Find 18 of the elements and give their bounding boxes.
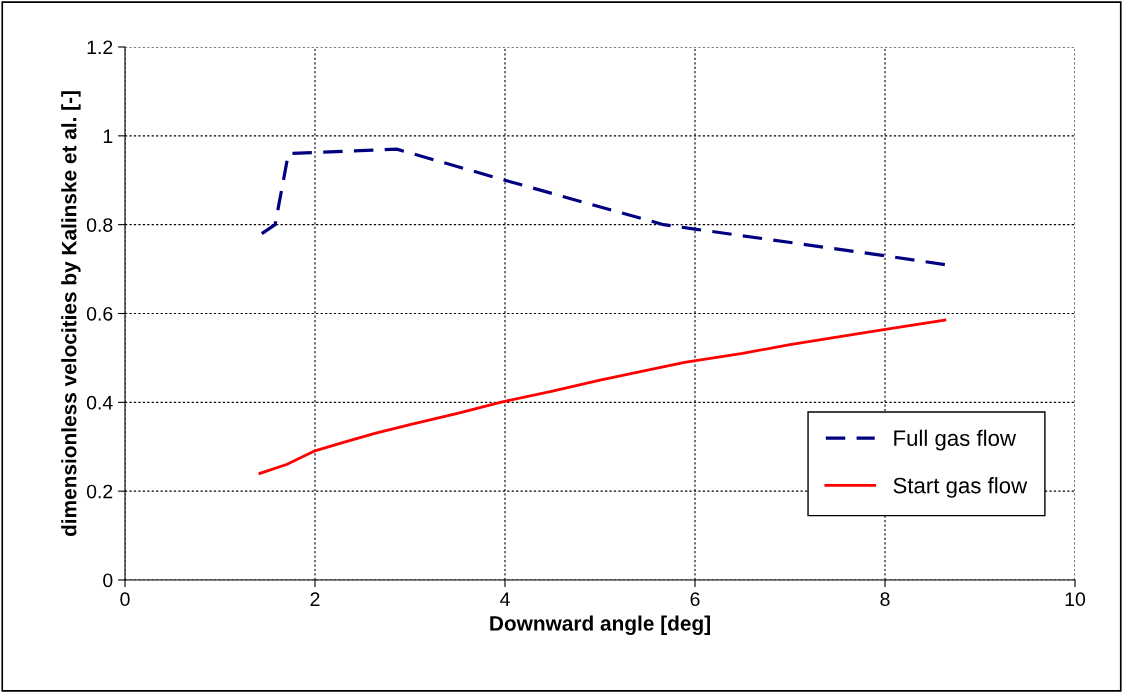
y-tick-label: 0.6	[86, 306, 113, 321]
x-tick-label: 4	[500, 592, 510, 606]
x-tick-label: 0	[120, 592, 130, 607]
y-tick-label: 1.2	[87, 40, 113, 55]
line-series	[260, 147, 947, 267]
y-tick-label: 0.4	[86, 395, 113, 410]
y-tick-label: 0	[103, 573, 113, 588]
y-tick-label: 0.2	[86, 484, 113, 499]
y-axis-title: dimensionless velocities by Kalinske et al. [-]	[61, 91, 81, 537]
legend-label: Start gas flow	[893, 477, 1028, 498]
x-axis-title: Downward angle [deg]	[490, 615, 710, 635]
y-tick-label: 1	[103, 129, 113, 143]
x-tick-label: 2	[310, 592, 320, 606]
x-tick-label: 10	[1065, 592, 1086, 607]
x-tick-label: 6	[690, 592, 700, 607]
y-tick-label: 0.8	[86, 218, 113, 232]
legend-label: Full gas flow	[894, 429, 1017, 451]
x-tick-label: 8	[880, 592, 890, 607]
